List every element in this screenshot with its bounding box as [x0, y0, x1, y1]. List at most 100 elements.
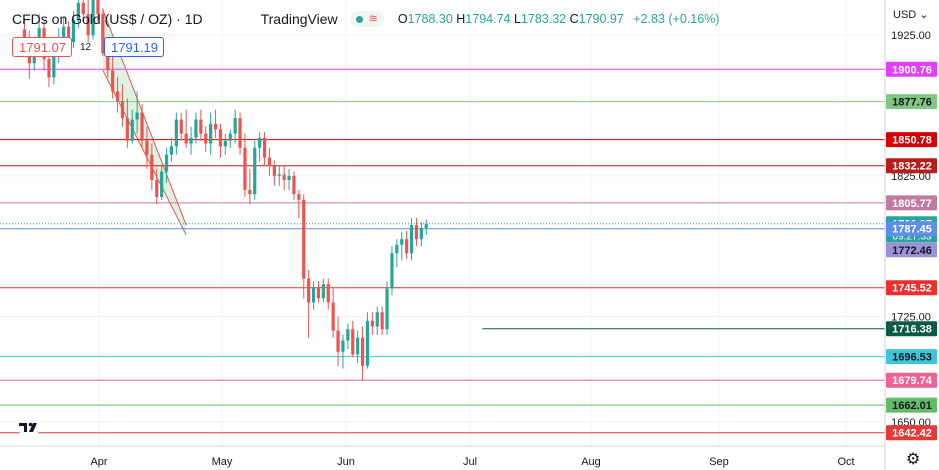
candle-body	[405, 239, 409, 254]
market-status-indicator[interactable]: ≋	[349, 11, 384, 27]
candle-body	[174, 119, 178, 147]
candle-body	[179, 119, 183, 134]
candle-body	[272, 166, 276, 176]
price-label-box	[886, 280, 937, 296]
x-tick-label: Jun	[337, 456, 355, 468]
candle-body	[375, 312, 379, 327]
candle-body	[22, 29, 27, 43]
candle-body	[414, 225, 419, 240]
buy-price-button[interactable]: 1791.19	[104, 37, 164, 57]
candle-body	[360, 337, 365, 366]
ohlc-readout: O1788.30 H1794.74 L1783.32 C1790.97 +2.8…	[398, 12, 720, 26]
x-tick-label: Jul	[463, 456, 477, 468]
price-label-box	[886, 132, 937, 148]
candle-body	[424, 223, 428, 228]
candle-body	[194, 119, 198, 138]
high-value: 1794.74	[465, 12, 511, 26]
candle-body	[351, 329, 355, 355]
candle-body	[336, 330, 340, 352]
price-label: 1679.74	[892, 375, 933, 387]
candle-body	[277, 174, 281, 176]
y-tick-label: 1925.00	[891, 30, 931, 42]
market-open-dot-icon	[355, 15, 363, 23]
price-label: 1805.77	[892, 198, 932, 210]
candle-body	[302, 199, 306, 279]
price-label: 1745.52	[892, 283, 932, 295]
sell-price-button[interactable]: 1791.07	[12, 37, 72, 57]
candle-body	[140, 112, 144, 141]
candle-body	[164, 154, 169, 172]
price-label-box	[886, 221, 937, 237]
price-label-box	[886, 397, 937, 413]
candle-body	[130, 119, 134, 141]
price-axis[interactable]: 1925.001825.001725.001650.001900.761877.…	[884, 0, 939, 470]
currency-selector[interactable]: USD ⌄	[893, 8, 929, 21]
candle-body	[86, 14, 90, 36]
candle-body	[37, 28, 41, 46]
candle-body	[111, 70, 115, 92]
change-value: +2.83 (+0.16%)	[633, 12, 720, 26]
candle-body	[145, 140, 149, 155]
candle-body	[419, 227, 423, 240]
close-label: C	[569, 12, 579, 26]
tradingview-logo-icon[interactable]	[14, 416, 44, 438]
price-label: 1772.46	[892, 245, 932, 257]
candle-body	[223, 140, 227, 147]
candle-body	[365, 320, 370, 366]
candle-body	[267, 157, 272, 167]
candle-body	[341, 340, 345, 352]
price-label: 1662.01	[892, 400, 932, 412]
y-tick-label: 1825.00	[891, 171, 931, 183]
symbol-title[interactable]: CFDs on Gold (US$ / OZ) · 1D	[12, 11, 203, 27]
candle-body	[52, 53, 56, 78]
x-tick-label: May	[212, 456, 233, 468]
candle-body	[346, 329, 350, 341]
candle-body	[81, 2, 85, 15]
candle-body	[189, 137, 193, 144]
candle-body	[101, 14, 105, 54]
horizontal-levels	[0, 68, 885, 434]
price-label: 1832.22	[892, 161, 932, 173]
low-value: 1783.32	[520, 12, 567, 26]
candle-body	[209, 123, 213, 144]
price-label: 1716.38	[892, 324, 932, 336]
candle-body	[204, 133, 208, 144]
price-label-box	[886, 158, 937, 174]
gear-icon[interactable]: ⚙	[906, 451, 921, 468]
price-label: 1900.76	[892, 64, 932, 76]
low-label: L	[513, 12, 521, 26]
x-tick-label: Apr	[90, 456, 107, 468]
candle-body	[262, 137, 267, 158]
candle-body	[311, 287, 316, 303]
price-label-box	[886, 321, 937, 337]
candle-body	[307, 278, 311, 303]
candle-body	[321, 284, 325, 299]
spread-value: 12	[80, 42, 92, 53]
chart-header: CFDs on Gold (US$ / OZ) · 1D TradingView…	[12, 10, 719, 28]
price-label: 1696.53	[892, 352, 932, 364]
candle-body	[292, 175, 296, 195]
candle-body	[66, 26, 71, 43]
open-value: 1788.30	[407, 12, 453, 26]
candlestick-series	[22, 0, 428, 380]
candle-body	[248, 189, 252, 195]
candle-body	[96, 0, 100, 15]
candle-body	[71, 19, 76, 43]
candle-body	[258, 137, 262, 148]
candle-body	[287, 175, 291, 181]
time-axis[interactable]: Apr May Jun Jul Aug Sep Oct	[0, 445, 885, 470]
candle-body	[213, 123, 218, 130]
price-label-box	[886, 372, 937, 388]
candle-body	[370, 320, 374, 327]
data-wave-icon: ≋	[368, 13, 378, 25]
candle-body	[106, 53, 110, 71]
x-tick-label: Aug	[581, 456, 601, 468]
candle-body	[409, 225, 414, 254]
candle-body	[91, 0, 95, 36]
price-label: 1850.78	[892, 135, 932, 147]
tradingview-brand: TradingView	[260, 11, 338, 27]
candle-body	[184, 133, 188, 144]
candle-body	[199, 119, 203, 134]
candle-body	[76, 2, 80, 20]
